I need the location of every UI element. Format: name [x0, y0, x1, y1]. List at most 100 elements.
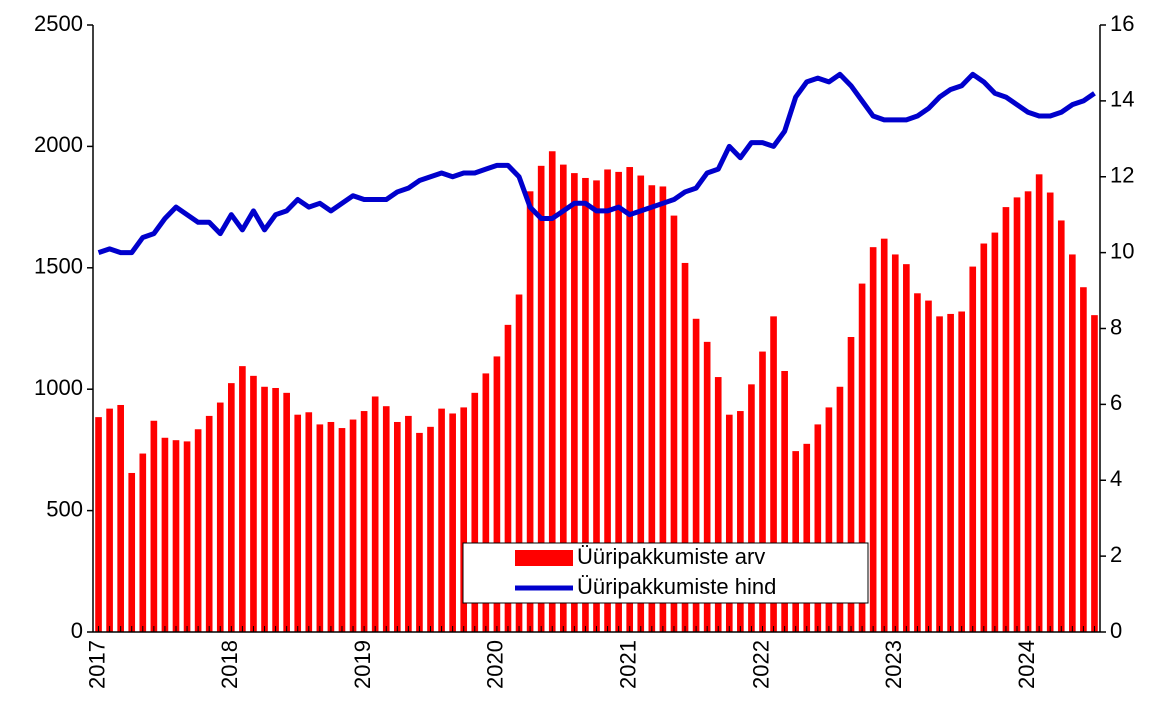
bar	[825, 407, 833, 632]
bar	[471, 392, 479, 632]
bar	[449, 413, 456, 632]
bar	[526, 191, 534, 632]
bar	[1046, 192, 1054, 633]
x-tick-label: 2024	[1014, 640, 1039, 689]
x-tick-label: 2023	[881, 640, 906, 689]
bar	[316, 424, 324, 632]
bar	[792, 451, 800, 632]
bar	[1013, 197, 1021, 632]
bar	[161, 437, 169, 632]
bar	[593, 180, 600, 632]
legend-swatch	[515, 550, 573, 566]
bar	[604, 169, 611, 632]
legend-label: Üüripakkumiste hind	[577, 574, 776, 599]
bar	[980, 243, 988, 632]
bar	[1057, 220, 1065, 633]
legend-label: Üüripakkumiste arv	[577, 544, 765, 569]
bar	[548, 151, 556, 633]
bar	[482, 373, 490, 632]
bar	[648, 185, 656, 633]
bar	[670, 215, 678, 632]
bar	[338, 428, 346, 632]
bar	[681, 262, 689, 632]
y-tick-label: 2000	[34, 132, 83, 157]
bar	[393, 421, 401, 632]
bar	[1035, 174, 1043, 632]
y-tick-label: 1500	[34, 254, 83, 279]
bar	[737, 411, 744, 632]
bar	[958, 311, 965, 632]
bar	[305, 412, 313, 632]
x-tick-label: 2018	[217, 640, 242, 689]
y2-tick-label: 2	[1110, 542, 1122, 567]
bar	[194, 429, 202, 632]
bar	[925, 300, 932, 632]
y-tick-label: 0	[71, 618, 83, 643]
bar	[748, 384, 755, 632]
bar	[770, 316, 777, 632]
bar	[781, 370, 788, 632]
bar	[626, 167, 634, 632]
bar	[515, 294, 523, 632]
bar	[936, 316, 943, 632]
y2-tick-label: 12	[1110, 163, 1134, 188]
bar	[128, 472, 136, 632]
y-tick-label: 1000	[34, 375, 83, 400]
bar	[637, 175, 645, 632]
bar	[703, 341, 711, 632]
bar	[216, 402, 224, 632]
bar	[95, 417, 102, 632]
bar	[382, 406, 390, 632]
bar	[205, 415, 213, 632]
bar	[582, 177, 589, 633]
bar	[1080, 287, 1087, 632]
y2-tick-label: 16	[1110, 11, 1134, 36]
y2-tick-label: 14	[1110, 87, 1134, 112]
bar	[183, 441, 191, 632]
bar	[559, 164, 567, 633]
bar	[294, 414, 302, 632]
bar	[1024, 191, 1032, 632]
bar	[493, 356, 501, 632]
bar	[427, 426, 434, 632]
bar	[814, 424, 822, 632]
bar	[1069, 254, 1076, 633]
bar	[803, 443, 811, 632]
bar	[692, 318, 700, 632]
bar	[858, 283, 866, 632]
bar	[250, 375, 257, 632]
line	[97, 71, 1096, 256]
bar	[504, 324, 512, 632]
y2-tick-label: 10	[1110, 238, 1134, 263]
bar	[283, 392, 290, 632]
bar	[405, 415, 412, 632]
bar	[106, 408, 113, 632]
y2-tick-label: 4	[1110, 466, 1122, 491]
bar	[969, 266, 977, 632]
bar	[349, 419, 357, 632]
bar	[360, 411, 368, 632]
x-tick-label: 2021	[616, 640, 641, 689]
bar	[228, 383, 235, 632]
y-tick-label: 500	[46, 496, 83, 521]
bar	[880, 238, 888, 632]
bar	[150, 420, 158, 632]
bar	[836, 386, 844, 632]
x-tick-label: 2019	[350, 640, 375, 689]
bar	[1002, 207, 1010, 632]
bar	[172, 440, 180, 632]
bar	[139, 453, 147, 632]
x-tick-label: 2017	[84, 640, 109, 689]
x-tick-label: 2020	[483, 640, 508, 689]
bar	[438, 408, 445, 632]
y2-tick-label: 6	[1110, 390, 1122, 415]
bar	[261, 386, 268, 632]
y2-tick-label: 0	[1110, 618, 1122, 643]
bar	[947, 313, 954, 632]
bar	[239, 366, 246, 632]
bar	[416, 432, 423, 632]
bar	[327, 421, 335, 632]
y2-tick-label: 8	[1110, 314, 1122, 339]
bar	[725, 414, 733, 632]
